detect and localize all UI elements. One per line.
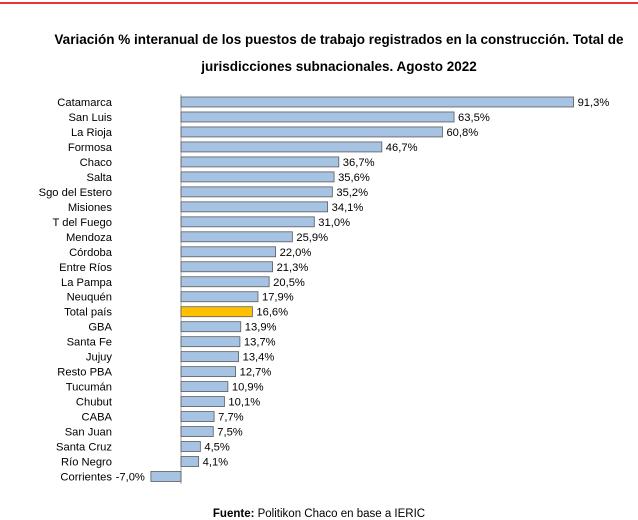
bar: [180, 186, 333, 198]
bar: [180, 381, 229, 393]
value-label: 13,7%: [244, 337, 276, 349]
source-label: Fuente:: [212, 508, 255, 520]
category-label: Santa Cruz: [56, 442, 112, 454]
chart-title: Variación % interanual de los puestos de…: [54, 32, 624, 74]
bar: [180, 276, 270, 288]
top-red-rule: [0, 2, 638, 4]
bar: [180, 441, 201, 452]
value-label: 7,5%: [217, 427, 243, 439]
category-label: La Pampa: [61, 277, 113, 289]
bar: [150, 471, 182, 482]
value-label: 20,5%: [273, 277, 305, 289]
value-label: 60,8%: [446, 127, 478, 139]
bar: [180, 246, 276, 258]
value-label: 31,0%: [318, 217, 350, 229]
category-label: Río Negro: [61, 457, 112, 469]
value-label: 36,7%: [343, 157, 375, 169]
value-label: 91,3%: [578, 97, 610, 109]
value-label: 46,7%: [386, 142, 418, 154]
source-text: Politikon Chaco en base a IERIC: [254, 508, 426, 520]
category-label: Chaco: [80, 157, 112, 169]
bar: [180, 366, 237, 378]
value-label: 4,5%: [204, 442, 230, 454]
value-label: 12,7%: [240, 367, 272, 379]
value-label: 17,9%: [262, 292, 294, 304]
bar: [180, 411, 215, 422]
category-label: Resto PBA: [57, 367, 112, 379]
value-label: 13,4%: [243, 352, 275, 364]
bar: [180, 96, 574, 108]
value-label: 35,2%: [336, 187, 368, 199]
category-label: Neuquén: [67, 292, 112, 304]
category-label: Formosa: [68, 142, 113, 154]
category-label: GBA: [88, 322, 112, 334]
bar: [180, 216, 315, 228]
value-label: 10,1%: [228, 397, 260, 409]
bar: [180, 306, 253, 318]
bar: [180, 171, 335, 183]
value-label: 16,6%: [256, 307, 288, 319]
value-label: -7,0%: [116, 471, 145, 483]
bar: [180, 201, 329, 213]
category-label: CABA: [82, 412, 113, 424]
bar: [180, 426, 214, 437]
category-label: Entre Ríos: [59, 262, 112, 274]
value-label: 25,9%: [296, 232, 328, 244]
category-label: San Luis: [68, 112, 112, 124]
bar: [180, 336, 241, 348]
value-label: 63,5%: [458, 112, 490, 124]
category-label: Misiones: [68, 202, 113, 214]
bar: [180, 126, 443, 138]
category-label: Santa Fe: [67, 337, 112, 349]
category-label: Córdoba: [69, 247, 113, 259]
bar: [180, 321, 242, 333]
category-label: San Juan: [65, 427, 112, 439]
category-label: Tucumán: [66, 382, 112, 394]
value-label: 22,0%: [280, 247, 312, 259]
bar: [180, 261, 273, 273]
bar: [180, 456, 200, 467]
value-label: 21,3%: [277, 262, 309, 274]
bar: [180, 156, 340, 168]
bar: [180, 231, 293, 243]
bar: [180, 111, 455, 123]
category-label: Mendoza: [66, 232, 113, 244]
value-label: 10,9%: [232, 382, 264, 394]
category-label: Total país: [64, 307, 112, 319]
category-label: Salta: [87, 172, 113, 184]
value-label: 4,1%: [203, 457, 229, 469]
value-label: 35,6%: [338, 172, 370, 184]
category-label: T del Fuego: [53, 217, 113, 229]
bar: [180, 141, 383, 153]
source-note: Fuente: Politikon Chaco en base a IERIC: [0, 508, 638, 520]
value-label: 7,7%: [218, 412, 244, 424]
category-label: Chubut: [76, 397, 113, 409]
category-label: Corrientes: [60, 471, 112, 483]
bar: [180, 291, 259, 303]
value-label: 13,9%: [245, 322, 277, 334]
category-label: La Rioja: [71, 127, 113, 139]
bar: [180, 396, 225, 407]
bar: [180, 351, 240, 363]
category-label: Sgo del Estero: [39, 187, 112, 199]
category-label: Jujuy: [86, 352, 113, 364]
category-label: Catamarca: [57, 97, 112, 109]
value-label: 34,1%: [332, 202, 364, 214]
